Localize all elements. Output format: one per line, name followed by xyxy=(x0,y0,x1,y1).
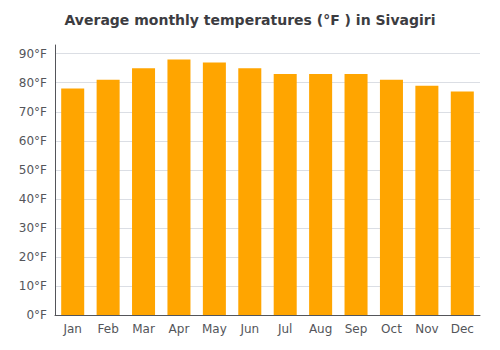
svg-text:90°F: 90°F xyxy=(19,47,47,61)
svg-text:Mar: Mar xyxy=(132,322,155,336)
svg-text:50°F: 50°F xyxy=(19,163,47,177)
svg-text:Jul: Jul xyxy=(277,322,292,336)
svg-text:Average monthly temperatures (: Average monthly temperatures (°F ) in Si… xyxy=(65,12,436,28)
svg-text:Jan: Jan xyxy=(62,322,82,336)
svg-text:Apr: Apr xyxy=(169,322,190,336)
svg-text:Feb: Feb xyxy=(98,322,119,336)
svg-text:20°F: 20°F xyxy=(19,250,47,264)
svg-text:70°F: 70°F xyxy=(19,105,47,119)
svg-text:0°F: 0°F xyxy=(26,308,47,322)
svg-text:80°F: 80°F xyxy=(19,76,47,90)
svg-text:May: May xyxy=(202,322,227,336)
svg-text:Aug: Aug xyxy=(309,322,332,336)
svg-text:40°F: 40°F xyxy=(19,192,47,206)
svg-text:Nov: Nov xyxy=(415,322,438,336)
svg-text:30°F: 30°F xyxy=(19,221,47,235)
svg-text:Dec: Dec xyxy=(451,322,474,336)
svg-text:10°F: 10°F xyxy=(19,279,47,293)
svg-text:Sep: Sep xyxy=(345,322,368,336)
svg-text:Jun: Jun xyxy=(239,322,259,336)
svg-text:Oct: Oct xyxy=(381,322,402,336)
svg-text:60°F: 60°F xyxy=(19,134,47,148)
